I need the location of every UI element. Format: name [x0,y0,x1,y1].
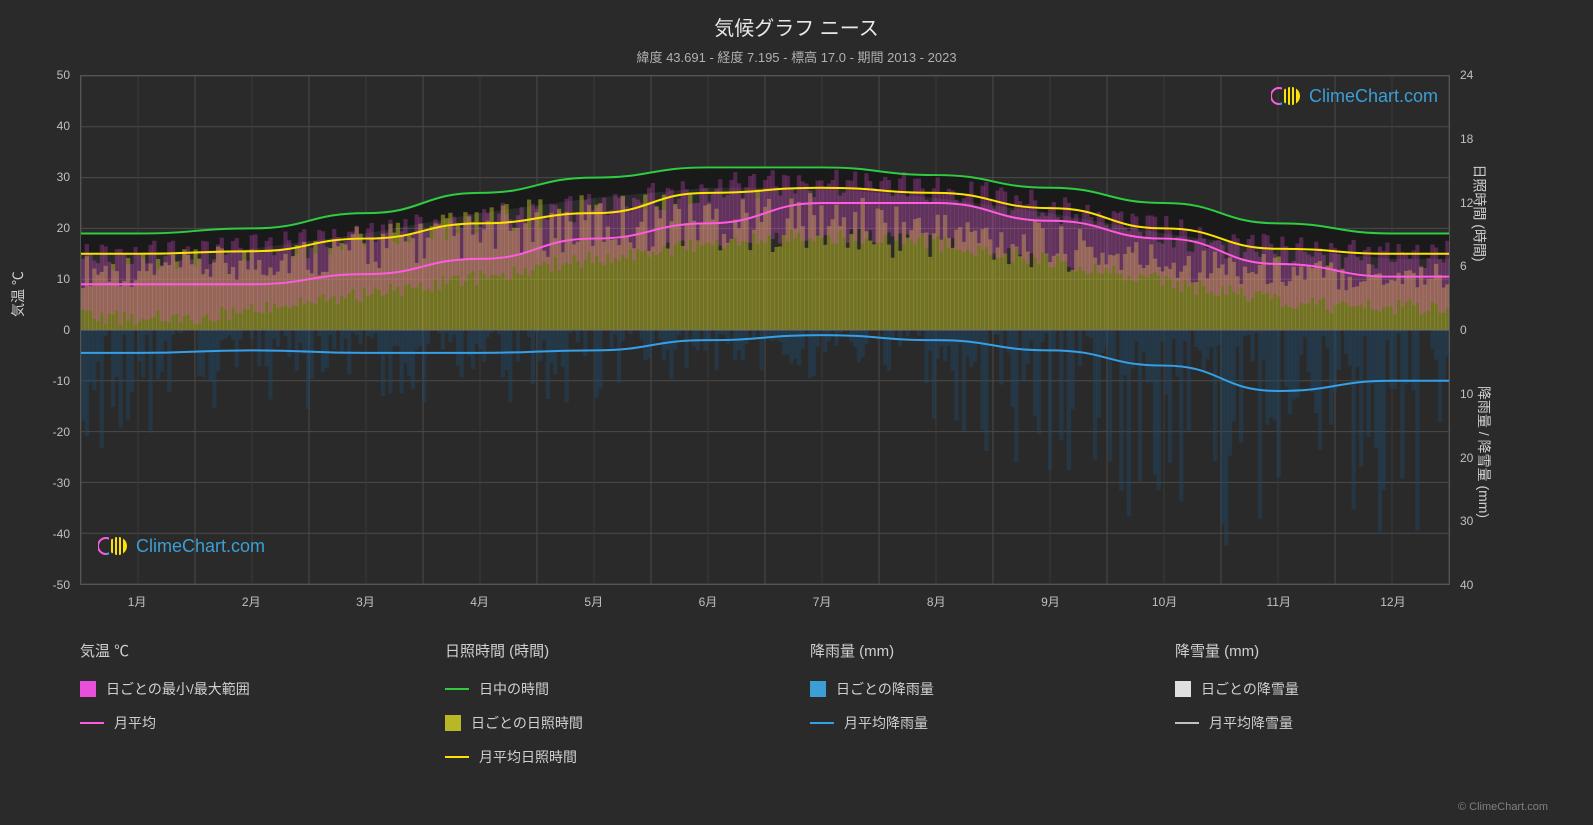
legend-item-label: 月平均降雨量 [844,713,928,733]
legend-item-label: 月平均 [114,713,156,733]
x-tick-month: 11月 [1267,593,1291,610]
chart-title: 気候グラフ ニース [0,0,1593,41]
y-left-tick: -20 [53,425,70,439]
legend-item: 日中の時間 [445,679,750,699]
legend-item: 日ごとの降雨量 [810,679,1115,699]
legend-swatch-icon [80,681,96,697]
legend-header: 降雨量 (mm) [810,640,1115,661]
y-left-tick: 50 [57,68,70,82]
legend-line-icon [810,722,834,724]
y-right-bottom-tick: 10 [1460,387,1473,401]
plot-svg [80,75,1450,585]
legend-line-icon [445,688,469,690]
y-right-top-tick: 18 [1460,132,1473,146]
y-left-tick: 10 [57,272,70,286]
chart-container: 気候グラフ ニース 緯度 43.691 - 経度 7.195 - 標高 17.0… [0,0,1593,825]
legend-item-label: 月平均降雪量 [1209,713,1293,733]
watermark-text: ClimeChart.com [1309,86,1438,107]
climechart-logo-icon [1271,85,1303,107]
x-tick-month: 4月 [470,593,489,610]
y-left-tick: -30 [53,476,70,490]
legend-item-label: 日ごとの降雪量 [1201,679,1299,699]
y-right-top-tick: 12 [1460,196,1473,210]
legend-column: 日照時間 (時間) 日中の時間日ごとの日照時間月平均日照時間 [445,640,750,781]
legend-line-icon [80,722,104,724]
x-tick-month: 6月 [699,593,718,610]
x-tick-month: 7月 [813,593,832,610]
legend-column: 降雪量 (mm) 日ごとの降雪量月平均降雪量 [1175,640,1480,781]
legend-item: 月平均降雨量 [810,713,1115,733]
y-right-bottom-tick: 30 [1460,514,1473,528]
legend-item: 日ごとの日照時間 [445,713,750,733]
copyright: © ClimeChart.com [1458,801,1548,813]
plot-area: 気温 ℃ 日照時間 (時間) 降雨量 / 降雪量 (mm) 5040302010… [80,75,1450,585]
legend-item: 月平均日照時間 [445,747,750,767]
y-axis-left: 50403020100-10-20-30-40-50 [35,75,75,585]
chart-subtitle: 緯度 43.691 - 経度 7.195 - 標高 17.0 - 期間 2013… [0,41,1593,66]
y-left-tick: 20 [57,221,70,235]
y-left-tick: 30 [57,170,70,184]
y-right-bottom-tick: 20 [1460,451,1473,465]
watermark-top-right: ClimeChart.com [1271,85,1438,107]
x-tick-month: 8月 [927,593,946,610]
legend-item-label: 日中の時間 [479,679,549,699]
x-tick-month: 1月 [128,593,147,610]
y-left-tick: -40 [53,527,70,541]
legend-item: 月平均降雪量 [1175,713,1480,733]
legend-swatch-icon [1175,681,1191,697]
y-left-tick: 40 [57,119,70,133]
x-tick-month: 9月 [1041,593,1060,610]
y-right-top-tick: 24 [1460,68,1473,82]
x-tick-month: 10月 [1152,593,1177,610]
legend-item: 日ごとの降雪量 [1175,679,1480,699]
y-left-tick: 0 [63,323,70,337]
legend-item-label: 日ごとの最小/最大範囲 [106,679,250,699]
legend-item-label: 日ごとの降雨量 [836,679,934,699]
y-right-bottom-tick: 40 [1460,578,1473,592]
legend-item: 月平均 [80,713,385,733]
y-left-tick: -50 [53,578,70,592]
y-right-top-tick: 6 [1460,259,1467,273]
x-tick-month: 3月 [356,593,375,610]
legend-line-icon [445,756,469,758]
x-tick-month: 12月 [1380,593,1405,610]
legend-swatch-icon [445,715,461,731]
x-tick-month: 2月 [242,593,261,610]
legend-item-label: 日ごとの日照時間 [471,713,583,733]
legend-header: 降雪量 (mm) [1175,640,1480,661]
watermark-bottom-left: ClimeChart.com [98,535,265,557]
watermark-text: ClimeChart.com [136,536,265,557]
legend-swatch-icon [810,681,826,697]
y-axis-left-label: 気温 ℃ [8,271,28,317]
legend-line-icon [1175,722,1199,724]
legend-header: 日照時間 (時間) [445,640,750,661]
y-left-tick: -10 [53,374,70,388]
legend-column: 降雨量 (mm) 日ごとの降雨量月平均降雨量 [810,640,1115,781]
climechart-logo-icon [98,535,130,557]
legend: 気温 ℃ 日ごとの最小/最大範囲月平均 日照時間 (時間) 日中の時間日ごとの日照時間… [80,640,1480,781]
legend-header: 気温 ℃ [80,640,385,661]
legend-column: 気温 ℃ 日ごとの最小/最大範囲月平均 [80,640,385,781]
x-axis: 1月 2月 3月 4月 5月 6月 7月 8月 9月 10月 11月 12月 [80,593,1450,613]
legend-item: 日ごとの最小/最大範囲 [80,679,385,699]
y-right-top-tick: 0 [1460,323,1467,337]
x-tick-month: 5月 [584,593,603,610]
legend-item-label: 月平均日照時間 [479,747,577,767]
y-axis-right: 2418126010203040 [1455,75,1500,585]
